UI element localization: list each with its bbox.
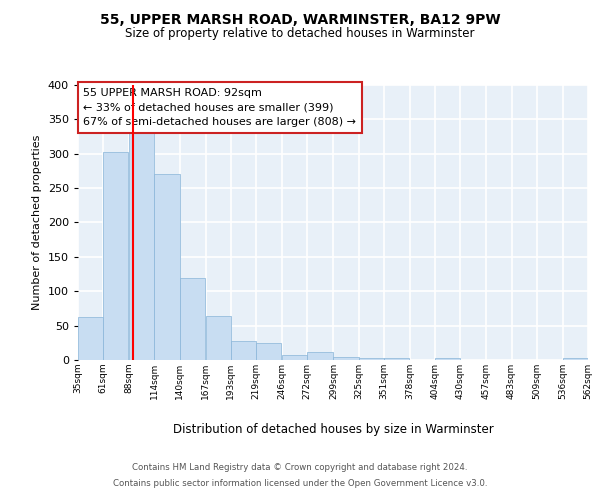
Bar (563, 358, 588, 360)
Bar (307, 352, 332, 360)
Bar (334, 356, 359, 360)
Text: Contains public sector information licensed under the Open Government Licence v3: Contains public sector information licen… (113, 478, 487, 488)
Text: Contains HM Land Registry data © Crown copyright and database right 2024.: Contains HM Land Registry data © Crown c… (132, 464, 468, 472)
Bar (231, 341, 256, 360)
Bar (103, 152, 128, 360)
Bar (282, 355, 307, 360)
Bar (206, 316, 231, 360)
Bar (435, 358, 460, 360)
Bar (179, 278, 205, 360)
Bar (154, 174, 179, 360)
Y-axis label: Number of detached properties: Number of detached properties (32, 135, 42, 310)
Text: Size of property relative to detached houses in Warminster: Size of property relative to detached ho… (125, 28, 475, 40)
Bar (129, 133, 154, 360)
Bar (78, 316, 103, 360)
Text: 55, UPPER MARSH ROAD, WARMINSTER, BA12 9PW: 55, UPPER MARSH ROAD, WARMINSTER, BA12 9… (100, 12, 500, 26)
Bar (359, 358, 384, 360)
Text: 55 UPPER MARSH ROAD: 92sqm
← 33% of detached houses are smaller (399)
67% of sem: 55 UPPER MARSH ROAD: 92sqm ← 33% of deta… (83, 88, 356, 128)
Bar (384, 358, 409, 360)
Text: Distribution of detached houses by size in Warminster: Distribution of detached houses by size … (173, 422, 493, 436)
Bar (256, 343, 281, 360)
